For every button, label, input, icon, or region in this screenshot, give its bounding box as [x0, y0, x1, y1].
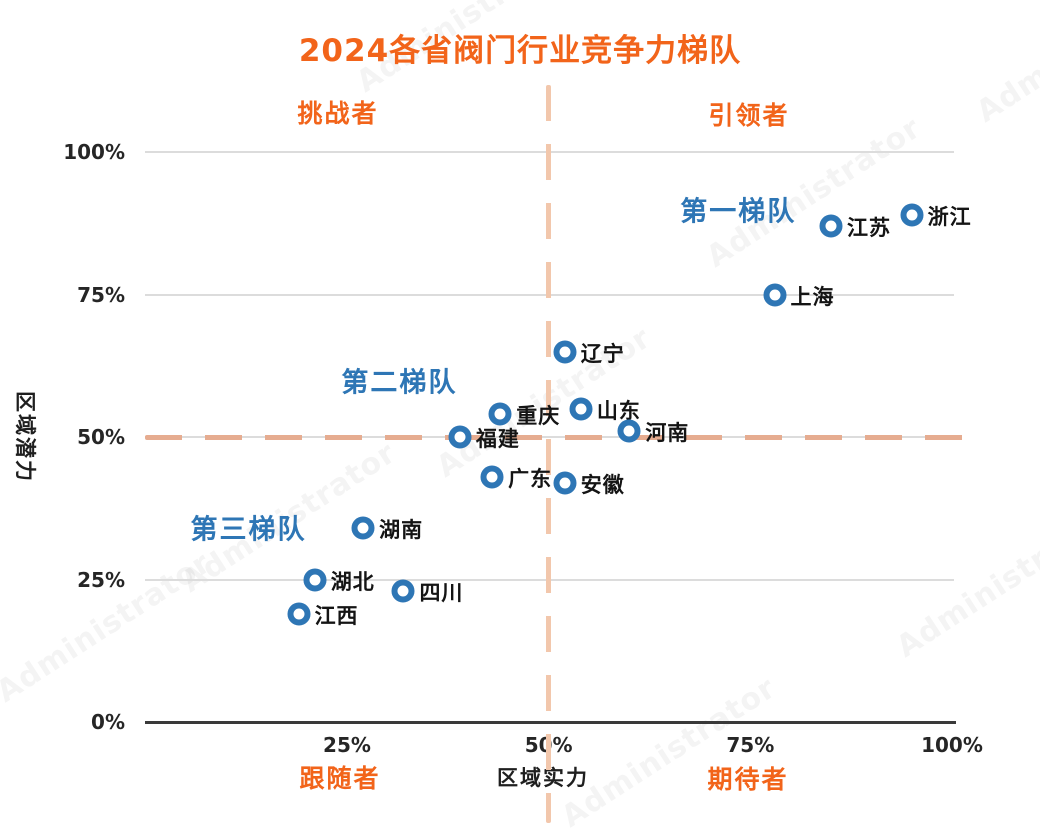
x-tick-label-75: 75% — [726, 733, 775, 757]
data-point-label-四川: 四川 — [419, 580, 464, 605]
quadrant-label-bottom-right: 期待者 — [707, 765, 789, 794]
data-point-circle-重庆 — [488, 402, 512, 426]
x-tick-label-100: 100% — [921, 733, 983, 757]
y-tick-label-100: 100% — [63, 140, 125, 164]
data-point-label-安徽: 安徽 — [580, 472, 625, 497]
data-point-circle-浙江 — [900, 203, 924, 227]
data-point-circle-安徽 — [553, 471, 577, 495]
data-point-label-湖南: 湖南 — [379, 518, 424, 543]
tier-label-1: 第一梯队 — [680, 196, 797, 228]
x-axis-title: 区域实力 — [497, 766, 589, 790]
data-point-label-广东: 广东 — [508, 466, 553, 491]
tier-label-2: 第二梯队 — [341, 367, 458, 399]
data-point-circle-江西 — [287, 602, 311, 626]
horizontal-divider-dashed-line — [145, 434, 968, 440]
x-tick-label-25: 25% — [323, 733, 371, 757]
data-point-circle-湖北 — [303, 568, 327, 591]
data-point-circle-湖南 — [351, 516, 375, 540]
data-point-label-湖北: 湖北 — [330, 569, 375, 594]
quadrant-label-top-right: 引领者 — [708, 101, 790, 130]
data-point-circle-上海 — [763, 283, 787, 306]
vertical-divider-dashed-line — [546, 85, 552, 823]
data-point-label-江苏: 江苏 — [846, 216, 891, 241]
data-point-circle-山东 — [569, 397, 593, 420]
data-point-label-重庆: 重庆 — [516, 404, 561, 429]
tier-label-3: 第三梯队 — [190, 514, 307, 546]
data-point-label-江西: 江西 — [314, 603, 359, 628]
data-point-label-浙江: 浙江 — [927, 204, 972, 229]
data-point-circle-福建 — [448, 425, 472, 449]
data-point-label-辽宁: 辽宁 — [580, 341, 625, 366]
data-point-circle-四川 — [391, 579, 415, 603]
chart-title: 2024各省阀门行业竞争力梯队 — [298, 33, 742, 69]
data-point-label-河南: 河南 — [645, 421, 690, 446]
y-axis-title: 区域潜力 — [13, 391, 37, 483]
data-point-circle-江苏 — [819, 214, 843, 238]
quadrant-label-top-left: 挑战者 — [297, 99, 379, 128]
y-tick-label-0: 0% — [91, 710, 125, 734]
data-point-circle-河南 — [617, 419, 641, 443]
data-point-circle-辽宁 — [553, 340, 577, 363]
data-point-circle-广东 — [480, 465, 504, 489]
y-tick-label-25: 25% — [77, 567, 125, 592]
data-point-label-上海: 上海 — [790, 284, 835, 309]
y-tick-label-75: 75% — [77, 282, 125, 307]
data-point-label-山东: 山东 — [596, 398, 641, 423]
y-tick-label-50: 50% — [77, 425, 125, 449]
quadrant-label-bottom-left: 跟随者 — [299, 764, 381, 793]
data-point-label-福建: 福建 — [475, 427, 520, 451]
